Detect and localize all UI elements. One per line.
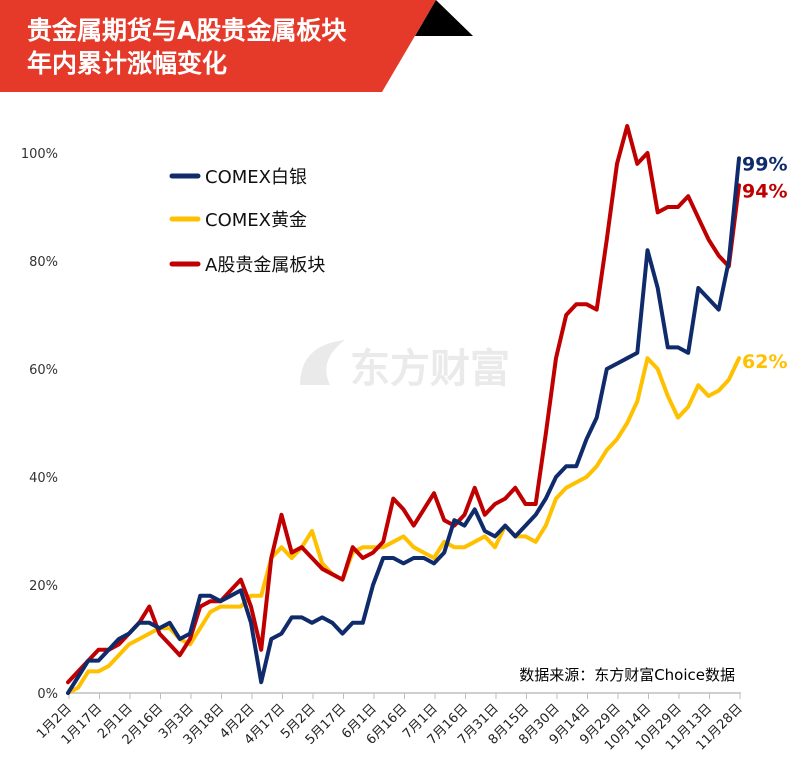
title-line-1: 贵金属期货与A股贵金属板块 [27, 16, 347, 45]
legend-label: COMEX白银 [205, 167, 307, 188]
series-line-0 [66, 156, 741, 695]
y-tick-label: 100% [21, 147, 58, 162]
y-tick-label: 20% [29, 579, 58, 594]
watermark: 东方财富 [300, 340, 510, 392]
source-note: 数据来源：东方财富Choice数据 [519, 666, 735, 684]
end-value-label: 99% [742, 153, 787, 175]
legend-label: COMEX黄金 [205, 210, 307, 231]
banner-fold-triangle [415, 0, 473, 36]
series-line-2 [66, 124, 741, 685]
y-tick-label: 60% [29, 363, 58, 378]
title-banner [0, 0, 436, 92]
title-line-2: 年内累计涨幅变化 [27, 49, 228, 78]
y-tick-label: 40% [29, 471, 58, 486]
chart-title: 贵金属期货与A股贵金属板块 年内累计涨幅变化 [27, 14, 346, 80]
watermark-text: 东方财富 [350, 346, 510, 392]
end-value-label: 62% [742, 351, 787, 373]
legend-label: A股贵金属板块 [205, 255, 325, 276]
y-tick-label: 80% [29, 255, 58, 270]
y-tick-label: 0% [37, 687, 58, 702]
watermark-logo-icon [300, 340, 345, 385]
end-value-label: 94% [742, 180, 787, 202]
